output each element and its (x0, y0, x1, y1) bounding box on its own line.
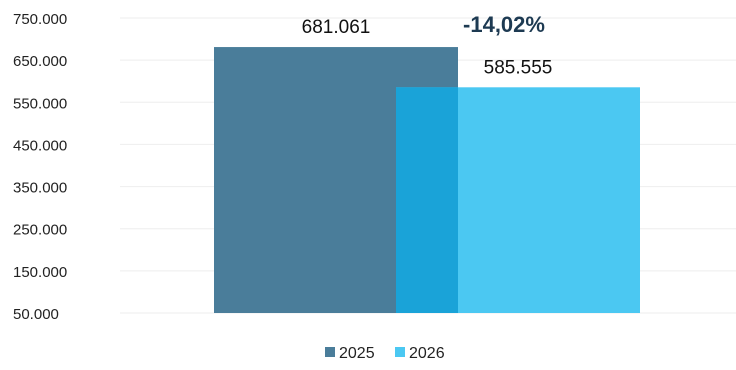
data-label-2025: 681.061 (302, 17, 371, 38)
legend-swatch-2025 (325, 347, 335, 357)
y-tick-label: 50.000 (13, 306, 59, 323)
y-tick-label: 550.000 (13, 95, 67, 112)
y-tick-label: 450.000 (13, 137, 67, 154)
legend-swatch-2026 (395, 347, 405, 357)
legend-label-2025: 2025 (339, 345, 375, 362)
y-tick-label: 350.000 (13, 180, 67, 197)
legend-label-2026: 2026 (409, 345, 445, 362)
data-label-2026: 585.555 (484, 57, 553, 78)
y-tick-label: 150.000 (13, 264, 67, 281)
y-tick-label: 650.000 (13, 53, 67, 70)
bar-overlap (396, 87, 458, 313)
y-tick-label: 750.000 (13, 11, 67, 28)
y-tick-label: 250.000 (13, 222, 67, 239)
change-percentage-label: -14,02% (463, 12, 545, 37)
